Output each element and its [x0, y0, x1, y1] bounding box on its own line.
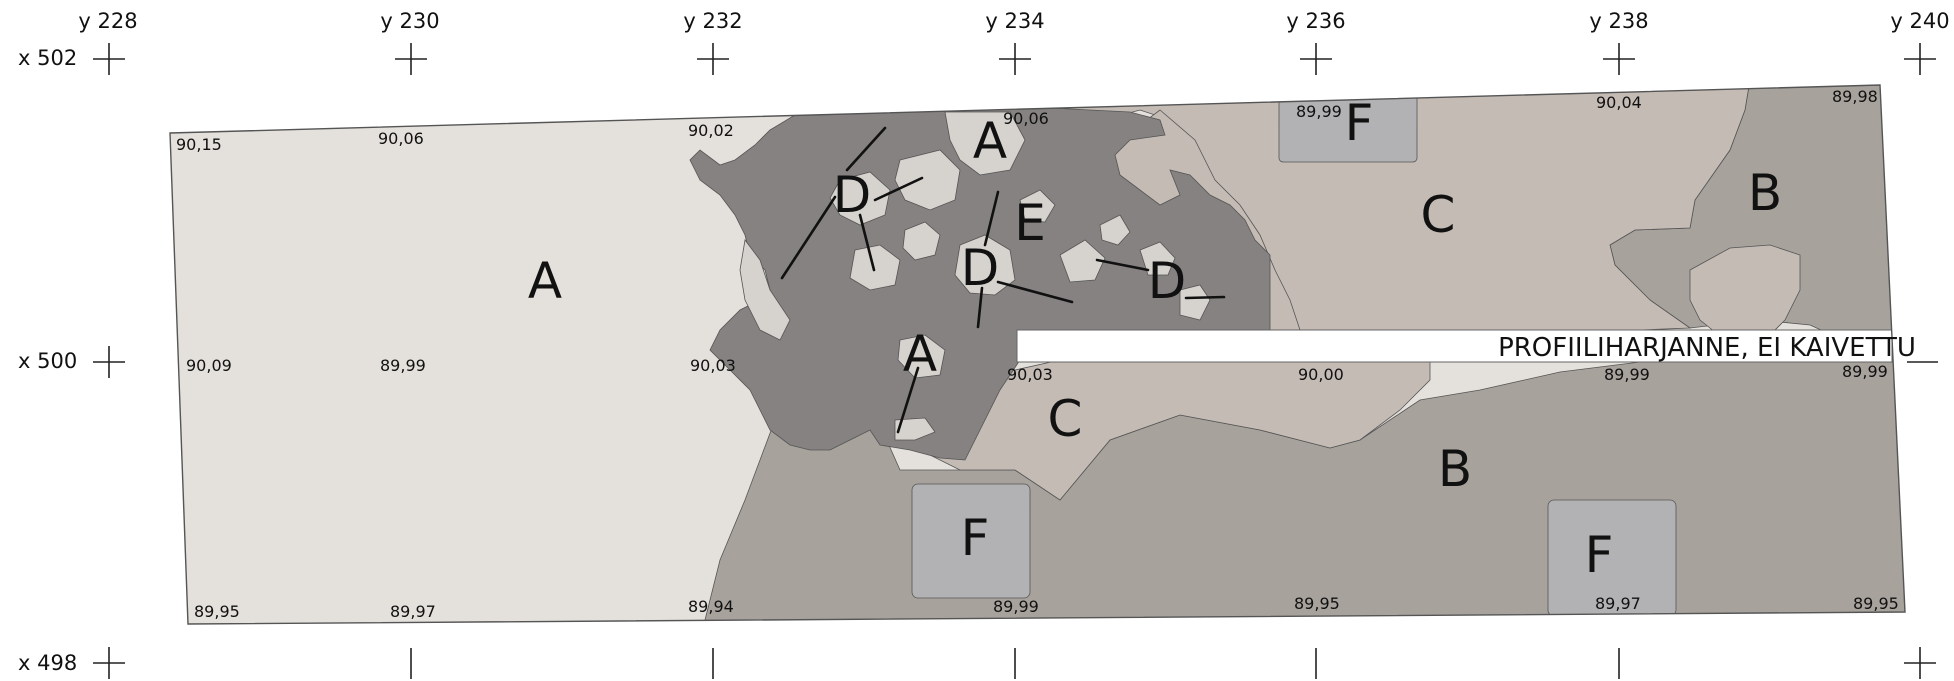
grid-label-x502: x 502 — [18, 46, 77, 70]
elevation-value: 90,03 — [1007, 365, 1053, 384]
zone-d-island — [954, 234, 1016, 296]
zone-label-d: D — [1148, 252, 1187, 310]
grid-label-x498: x 498 — [18, 651, 77, 675]
elevation-value: 89,95 — [194, 602, 240, 621]
zone-label-d: D — [833, 166, 872, 224]
zone-d-island — [894, 417, 936, 441]
grid-cross — [1300, 43, 1332, 75]
leader-line — [845, 126, 887, 172]
elevation-value: 89,99 — [1842, 362, 1888, 381]
zone-label-d: D — [961, 239, 1000, 297]
grid-label-y238: y 238 — [1589, 9, 1648, 33]
grid-label-y236: y 236 — [1286, 9, 1345, 33]
zone-d-island — [944, 111, 1026, 176]
excavation-area — [170, 85, 1905, 624]
grid-cross — [395, 43, 427, 75]
elevation-value: 89,99 — [1296, 102, 1342, 121]
elevation-value: 89,97 — [390, 602, 436, 621]
elevation-value: 90,03 — [690, 356, 736, 375]
elevation-value: 89,99 — [993, 597, 1039, 616]
grid-cross — [93, 43, 125, 75]
grid-cross — [1904, 43, 1936, 75]
elevation-readings: 90,15 90,06 90,02 90,06 89,99 90,04 89,9… — [176, 87, 1899, 621]
leader-line — [996, 280, 1074, 304]
zone-d-island — [1179, 284, 1211, 321]
grid-label-y232: y 232 — [683, 9, 742, 33]
elevation-value: 89,98 — [1832, 87, 1878, 106]
grid-label-y230: y 230 — [380, 9, 439, 33]
zone-label-e: E — [1014, 194, 1046, 252]
elevation-value: 90,00 — [1298, 365, 1344, 384]
zone-label-f: F — [1345, 94, 1374, 152]
elevation-value: 90,04 — [1596, 93, 1642, 112]
grid-label-y240: y 240 — [1890, 9, 1949, 33]
zone-d-island — [1019, 189, 1056, 223]
zone-leaders — [780, 126, 1226, 434]
zone-d-island — [897, 334, 946, 379]
zone-label-a: A — [973, 112, 1007, 170]
leader-line — [896, 366, 920, 434]
leader-line — [873, 176, 924, 202]
leader-line — [780, 195, 837, 280]
grid-crosses — [93, 43, 1938, 679]
grid-label-y228: y 228 — [78, 9, 137, 33]
profile-ridge-note: PROFIILIHARJANNE, EI KAIVETTU — [1498, 333, 1916, 363]
zone-d-island — [739, 239, 791, 341]
zone-label-a: A — [528, 252, 562, 310]
grid-cross — [93, 346, 125, 378]
elevation-value: 89,97 — [1595, 594, 1641, 613]
grid-label-x500: x 500 — [18, 349, 77, 373]
elevation-value: 89,99 — [380, 356, 426, 375]
zone-d-islands — [739, 111, 1211, 441]
leader-line — [983, 190, 1000, 247]
zone-d-island — [894, 149, 961, 211]
leader-line — [1184, 295, 1226, 300]
elevation-value: 89,99 — [1604, 365, 1650, 384]
grid-cross — [1603, 43, 1635, 75]
zone-d-island — [902, 221, 941, 261]
zone-label-f: F — [961, 509, 990, 567]
elevation-value: 90,06 — [1003, 109, 1049, 128]
elevation-value: 90,15 — [176, 135, 222, 154]
zone-c-fill-right — [1689, 244, 1801, 346]
elevation-value: 89,95 — [1853, 594, 1899, 613]
grid-cross — [93, 647, 125, 679]
grid-labels: y 228 y 230 y 232 y 234 y 236 y 238 y 24… — [18, 9, 1950, 675]
elevation-value: 90,06 — [378, 129, 424, 148]
excavation-outline — [169, 84, 1906, 625]
elevation-value: 89,95 — [1294, 594, 1340, 613]
grid-cross — [1904, 647, 1936, 679]
zone-d-island — [849, 244, 901, 291]
zone-f-square — [911, 483, 1031, 599]
elevation-value: 90,02 — [688, 121, 734, 140]
elevation-value: 89,94 — [688, 597, 734, 616]
grid-cross — [697, 43, 729, 75]
zone-label-f: F — [1585, 526, 1614, 584]
zone-label-b: B — [1438, 440, 1472, 498]
leader-line — [1095, 258, 1150, 272]
zone-labels: A A A B B C C D D D E F F F — [528, 94, 1782, 584]
leader-line — [858, 213, 876, 272]
zone-d-island — [1099, 214, 1131, 246]
zone-label-a: A — [903, 325, 937, 383]
leader-line — [976, 286, 984, 329]
zone-label-c: C — [1421, 186, 1456, 244]
elevation-value: 90,09 — [186, 356, 232, 375]
grid-cross — [999, 43, 1031, 75]
grid-label-y234: y 234 — [985, 9, 1044, 33]
zone-label-b: B — [1748, 164, 1782, 222]
zone-label-c: C — [1048, 390, 1083, 448]
zone-d-island — [1059, 239, 1106, 283]
